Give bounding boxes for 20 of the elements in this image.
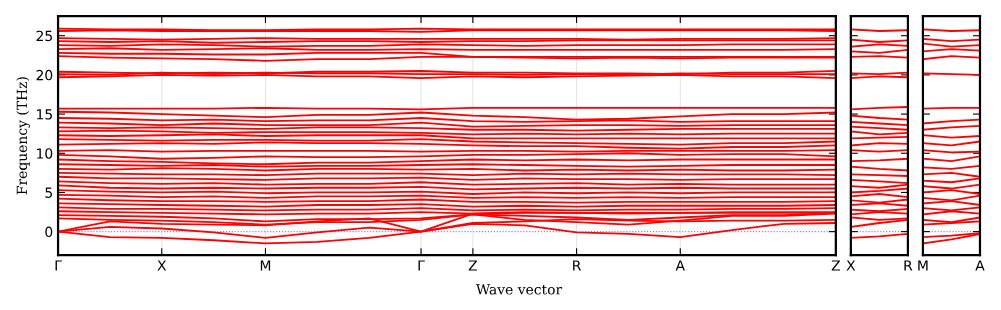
x-axis-title: Wave vector [475, 284, 563, 295]
x-tick-label: M [260, 260, 271, 271]
y-tick-label: 5 [45, 187, 52, 198]
x-tick-label: Z [831, 260, 840, 271]
y-tick-label: 10 [37, 148, 53, 159]
y-tick-label: 20 [36, 69, 53, 81]
x-tick-label: M [918, 260, 928, 271]
x-tick-label: X [846, 260, 856, 271]
y-tick-label: 0 [45, 226, 53, 238]
x-tick-label: X [157, 260, 167, 271]
x-tick-label: Γ [55, 260, 62, 271]
y-tick-label: 15 [37, 109, 52, 120]
x-tick-label: Z [468, 260, 478, 271]
y-axis-title: Frequency (THz) [16, 77, 30, 195]
x-tick-label: Γ [418, 260, 425, 271]
x-tick-label: A [975, 260, 985, 271]
x-tick-label: A [675, 260, 685, 271]
x-tick-label: R [573, 260, 581, 271]
y-tick-label: 25 [36, 30, 52, 42]
x-tick-label: R [904, 260, 913, 271]
